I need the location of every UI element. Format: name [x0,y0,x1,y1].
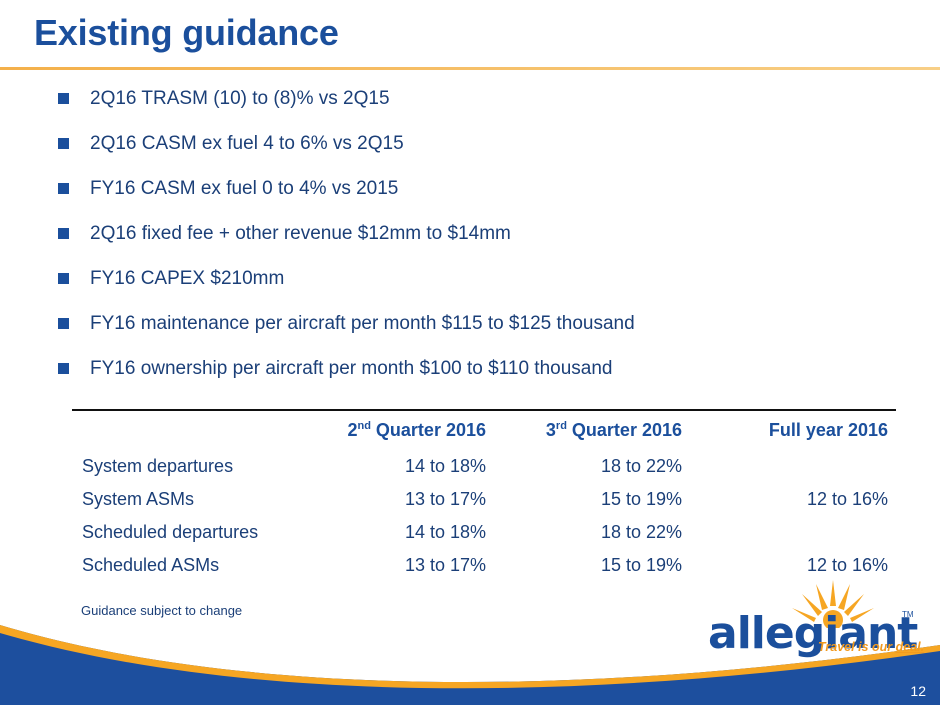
bullet-text: FY16 CASM ex fuel 0 to 4% vs 2015 [90,178,399,199]
cell-q2: 13 to 17% [404,555,486,575]
bullet-square-icon [58,363,69,374]
bullet-text: 2Q16 CASM ex fuel 4 to 6% vs 2Q15 [90,133,404,154]
bullet-text: 2Q16 TRASM (10) to (8)% vs 2Q15 [90,88,390,109]
bullet-square-icon [58,318,69,329]
bullet-text: FY16 ownership per aircraft per month $1… [90,358,613,379]
header-q3-rest: Quarter 2016 [566,420,682,440]
table-row: Scheduled ASMs 13 to 17% 15 to 19% 12 to… [72,550,896,583]
row-label: Scheduled departures [82,522,259,542]
bullet-item: FY16 maintenance per aircraft per month … [58,311,635,356]
header-q3-sup: rd [555,420,567,432]
header-q3: 3rd Quarter 2016 [546,420,682,441]
table-row: System departures 14 to 18% 18 to 22% [72,451,896,484]
guidance-table: 2nd Quarter 2016 3rd Quarter 2016 Full y… [72,409,896,583]
allegiant-logo: allegiant TM Travel is our deal. [706,578,924,668]
header-fy: Full year 2016 [768,420,888,440]
cell-q2: 14 to 18% [404,456,486,476]
header-q2-num: 2 [347,420,358,440]
bullet-square-icon [58,228,69,239]
table-header-row: 2nd Quarter 2016 3rd Quarter 2016 Full y… [72,411,896,451]
cell-q3: 18 to 22% [600,522,682,542]
row-label: System departures [82,456,234,476]
cell-q2: 14 to 18% [404,522,486,542]
bullet-square-icon [58,138,69,149]
header-q2: 2nd Quarter 2016 [347,420,486,441]
bullet-item: FY16 CASM ex fuel 0 to 4% vs 2015 [58,176,635,221]
bullet-square-icon [58,273,69,284]
bullet-item: 2Q16 CASM ex fuel 4 to 6% vs 2Q15 [58,131,635,176]
title-rule [0,67,940,70]
bullet-item: 2Q16 TRASM (10) to (8)% vs 2Q15 [58,86,635,131]
bullet-item: FY16 ownership per aircraft per month $1… [58,356,635,401]
bullet-square-icon [58,93,69,104]
cell-q2: 13 to 17% [404,489,486,509]
bullet-text: FY16 CAPEX $210mm [90,268,285,289]
footer-band [0,625,940,705]
cell-q3: 15 to 19% [600,489,682,509]
bullet-item: 2Q16 fixed fee + other revenue $12mm to … [58,221,635,266]
bullet-list: 2Q16 TRASM (10) to (8)% vs 2Q15 2Q16 CAS… [58,86,635,401]
guidance-note: Guidance subject to change [81,603,243,618]
row-label: Scheduled ASMs [82,555,220,575]
cell-fy: 12 to 16% [806,489,888,509]
table-row: Scheduled departures 14 to 18% 18 to 22% [72,517,896,550]
header-q2-rest: Quarter 2016 [370,420,486,440]
bullet-text: 2Q16 fixed fee + other revenue $12mm to … [90,223,511,244]
page-number: 12 [910,683,926,699]
logo-tagline-prefix: Travel is our [818,640,896,654]
row-label: System ASMs [82,489,195,509]
table-top-rule [72,409,896,411]
header-q3-num: 3 [545,420,556,440]
bullet-text: FY16 maintenance per aircraft per month … [90,313,635,334]
table-row: System ASMs 13 to 17% 15 to 19% 12 to 16… [72,484,896,517]
logo-wordmark: allegiant [708,608,918,659]
cell-q3: 15 to 19% [600,555,682,575]
header-q2-sup: nd [357,420,371,432]
logo-tagline: Travel is our deal. [818,640,924,654]
logo-tagline-emphasis: deal. [895,640,925,654]
cell-fy: 12 to 16% [806,555,888,575]
sun-icon [792,580,874,628]
bullet-item: FY16 CAPEX $210mm [58,266,635,311]
cell-q3: 18 to 22% [600,456,682,476]
bullet-square-icon [58,183,69,194]
slide-title: Existing guidance [34,12,339,53]
logo-trademark: TM [902,610,914,619]
